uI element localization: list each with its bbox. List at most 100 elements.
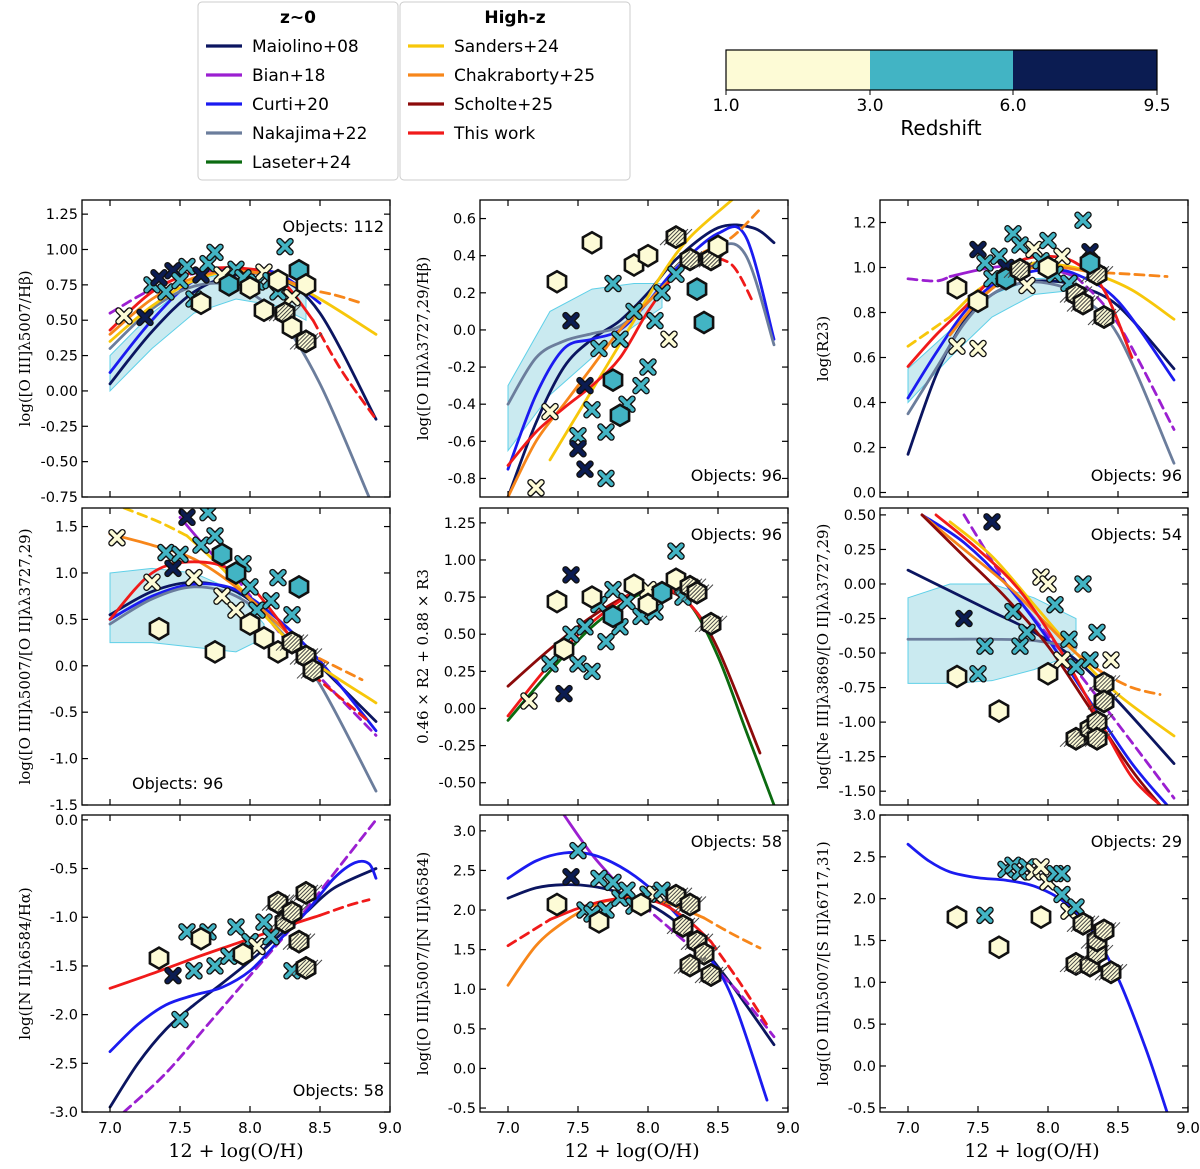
hexagon-hatch xyxy=(1066,291,1100,316)
legend-label: Nakajima+22 xyxy=(252,124,367,144)
legend-label: Maiolino+08 xyxy=(252,37,359,57)
ylabel: log([O III]λ5007/[S II]λ6717,31) xyxy=(814,841,832,1086)
cross-marker-fill xyxy=(284,607,300,623)
cross-marker-fill xyxy=(598,634,614,650)
ytick-label: 2.5 xyxy=(853,850,876,866)
ytick-label: 1.00 xyxy=(444,553,476,569)
hexagon-marker xyxy=(637,243,659,268)
ytick-label: -2.0 xyxy=(50,1008,78,1024)
hexagon-hatch xyxy=(666,913,700,938)
cross-marker-fill xyxy=(179,259,195,274)
cross-marker-fill xyxy=(1068,659,1084,675)
curve-sanders-24 xyxy=(548,200,734,462)
hexagon-marker xyxy=(581,230,603,255)
ytick-label: -1.5 xyxy=(50,959,78,975)
cross-marker-fill xyxy=(633,378,649,394)
legend-label: Laseter+24 xyxy=(252,153,351,173)
curve-this-work-ext xyxy=(311,673,371,723)
hexagon-marker xyxy=(967,289,989,314)
curve-sanders-24 xyxy=(948,520,1176,738)
ytick-label: 0.25 xyxy=(844,542,876,558)
hexagon-marker xyxy=(546,269,568,294)
hexagon-marker xyxy=(609,403,631,428)
hexagon-hatch xyxy=(680,580,714,605)
hexagon-marker xyxy=(204,639,226,664)
ytick-label: -0.25 xyxy=(40,419,78,435)
hexagon-marker xyxy=(281,315,303,340)
objects-count-label: Objects: 96 xyxy=(691,525,782,544)
hexagon-hatch xyxy=(673,953,707,978)
objects-count-label: Objects: 54 xyxy=(1091,525,1182,544)
hexagon-marker xyxy=(232,942,254,967)
curve-curti-20 xyxy=(906,842,1169,1112)
hexagon-marker xyxy=(602,368,624,393)
ytick-label: 0.50 xyxy=(444,627,476,643)
panel-frame xyxy=(479,199,789,498)
xtick-label: 8.5 xyxy=(706,1119,730,1137)
ytick-label: 0.0 xyxy=(853,486,876,502)
ylabel: log([O III]λ5007/[N II]λ6584) xyxy=(414,852,432,1076)
cross-marker-fill xyxy=(193,537,209,553)
hexagon-marker xyxy=(288,574,310,599)
curve-curti-20 xyxy=(108,582,378,733)
cross-marker-fill xyxy=(1012,638,1028,654)
hexagon-hatch xyxy=(673,892,707,917)
ytick-label: -0.25 xyxy=(438,739,476,755)
xtick-label: 7.0 xyxy=(896,1119,920,1137)
cross-marker-fill xyxy=(151,270,167,286)
hexagon-marker xyxy=(693,310,715,335)
cross-marker-fill xyxy=(1040,233,1056,248)
panel-1: -0.75 -0.50 -0.25 0.00 0.25 0.50 0.75 1.00 1.25 l… xyxy=(16,199,391,506)
panel-3: 0.0 0.2 0.4 0.6 0.8 1.0 1.2 log(R23) Objects: 96 xyxy=(814,199,1189,502)
cross-marker-fill xyxy=(228,602,244,618)
xtick-label: 8.5 xyxy=(308,1119,332,1137)
cross-marker-fill xyxy=(1054,652,1070,668)
hexagon-hatch xyxy=(694,611,728,636)
cross-marker-fill xyxy=(172,1012,188,1027)
hexagon-marker xyxy=(707,234,729,259)
cross-marker-fill xyxy=(158,545,174,560)
ylabel: log([O III]λ5007/Hβ) xyxy=(16,270,34,426)
hexagon-hatch xyxy=(275,900,309,925)
cross-marker-fill xyxy=(956,611,972,626)
cross-marker-fill xyxy=(970,341,986,356)
ytick-label: 0.6 xyxy=(453,212,476,228)
hexagon-marker xyxy=(253,298,275,323)
legend-box-low xyxy=(197,1,399,181)
hexagon-hatch xyxy=(296,658,330,683)
objects-count-label: Objects: 29 xyxy=(1091,832,1182,851)
ytick-label: -0.8 xyxy=(448,471,476,487)
cross-marker-fill xyxy=(165,560,181,576)
colorbar-tick-4: 9.5 xyxy=(1143,96,1170,116)
cross-marker-fill xyxy=(654,285,670,301)
ylabel: log([O II]λλ3727,29/Hβ) xyxy=(414,257,432,441)
cross-marker-fill xyxy=(640,359,656,375)
cross-marker-fill xyxy=(207,244,223,260)
cross-marker-fill xyxy=(598,471,614,486)
legend-label: Curti+20 xyxy=(252,95,329,115)
cross-marker-fill xyxy=(528,480,544,496)
ytick-label: 0.2 xyxy=(853,441,876,457)
xtick-label: 7.0 xyxy=(98,1119,122,1137)
ytick-label: 2.0 xyxy=(453,903,476,919)
cross-marker-fill xyxy=(577,461,593,477)
curve-sanders-24-ext xyxy=(122,508,189,538)
ytick-label: -0.50 xyxy=(40,455,78,471)
panel-8: -0.5 0.0 0.5 1.0 1.5 2.0 2.5 3.0 7.0 7.5 8.0 8.5 9.0… xyxy=(414,814,800,1137)
cross-marker-fill xyxy=(1054,866,1070,881)
ytick-label: 0.0 xyxy=(453,323,476,339)
cross-marker-fill xyxy=(277,239,293,255)
hexagon-marker xyxy=(581,585,603,610)
panel-frame xyxy=(879,507,1189,806)
cross-marker-fill xyxy=(249,602,265,618)
ytick-label: 1.0 xyxy=(453,982,476,998)
cross-marker-fill xyxy=(570,428,586,444)
ytick-label: 1.0 xyxy=(853,975,876,991)
cross-marker-fill xyxy=(577,378,593,394)
ytick-label: -0.6 xyxy=(448,434,476,450)
cross-marker-fill xyxy=(1005,604,1021,620)
cross-marker-fill xyxy=(970,666,986,682)
hexagon-marker xyxy=(988,699,1010,724)
hexagon-marker xyxy=(1030,905,1052,930)
